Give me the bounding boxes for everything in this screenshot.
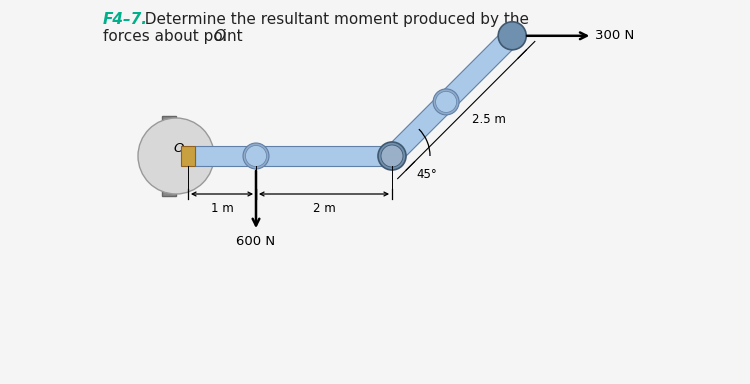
Polygon shape <box>181 146 195 166</box>
Circle shape <box>378 142 406 170</box>
Polygon shape <box>162 116 176 196</box>
Text: 2.5 m: 2.5 m <box>472 113 506 126</box>
Text: Determine the resultant moment produced by the: Determine the resultant moment produced … <box>135 12 529 27</box>
Text: 600 N: 600 N <box>236 235 275 248</box>
Circle shape <box>498 22 526 50</box>
Text: 45°: 45° <box>417 168 437 181</box>
Text: 1 m: 1 m <box>211 202 233 215</box>
Circle shape <box>245 146 266 167</box>
Polygon shape <box>195 146 392 166</box>
Text: F4–7.: F4–7. <box>103 12 148 27</box>
Circle shape <box>243 143 269 169</box>
Text: 300 N: 300 N <box>596 29 634 42</box>
Circle shape <box>381 145 403 167</box>
Text: O: O <box>213 29 225 44</box>
Text: forces about point: forces about point <box>103 29 248 44</box>
Polygon shape <box>385 29 519 163</box>
Text: 2 m: 2 m <box>313 202 335 215</box>
Circle shape <box>436 91 457 113</box>
Circle shape <box>433 89 459 115</box>
Circle shape <box>138 118 214 194</box>
Text: O: O <box>173 142 184 155</box>
Text: .: . <box>221 29 226 44</box>
